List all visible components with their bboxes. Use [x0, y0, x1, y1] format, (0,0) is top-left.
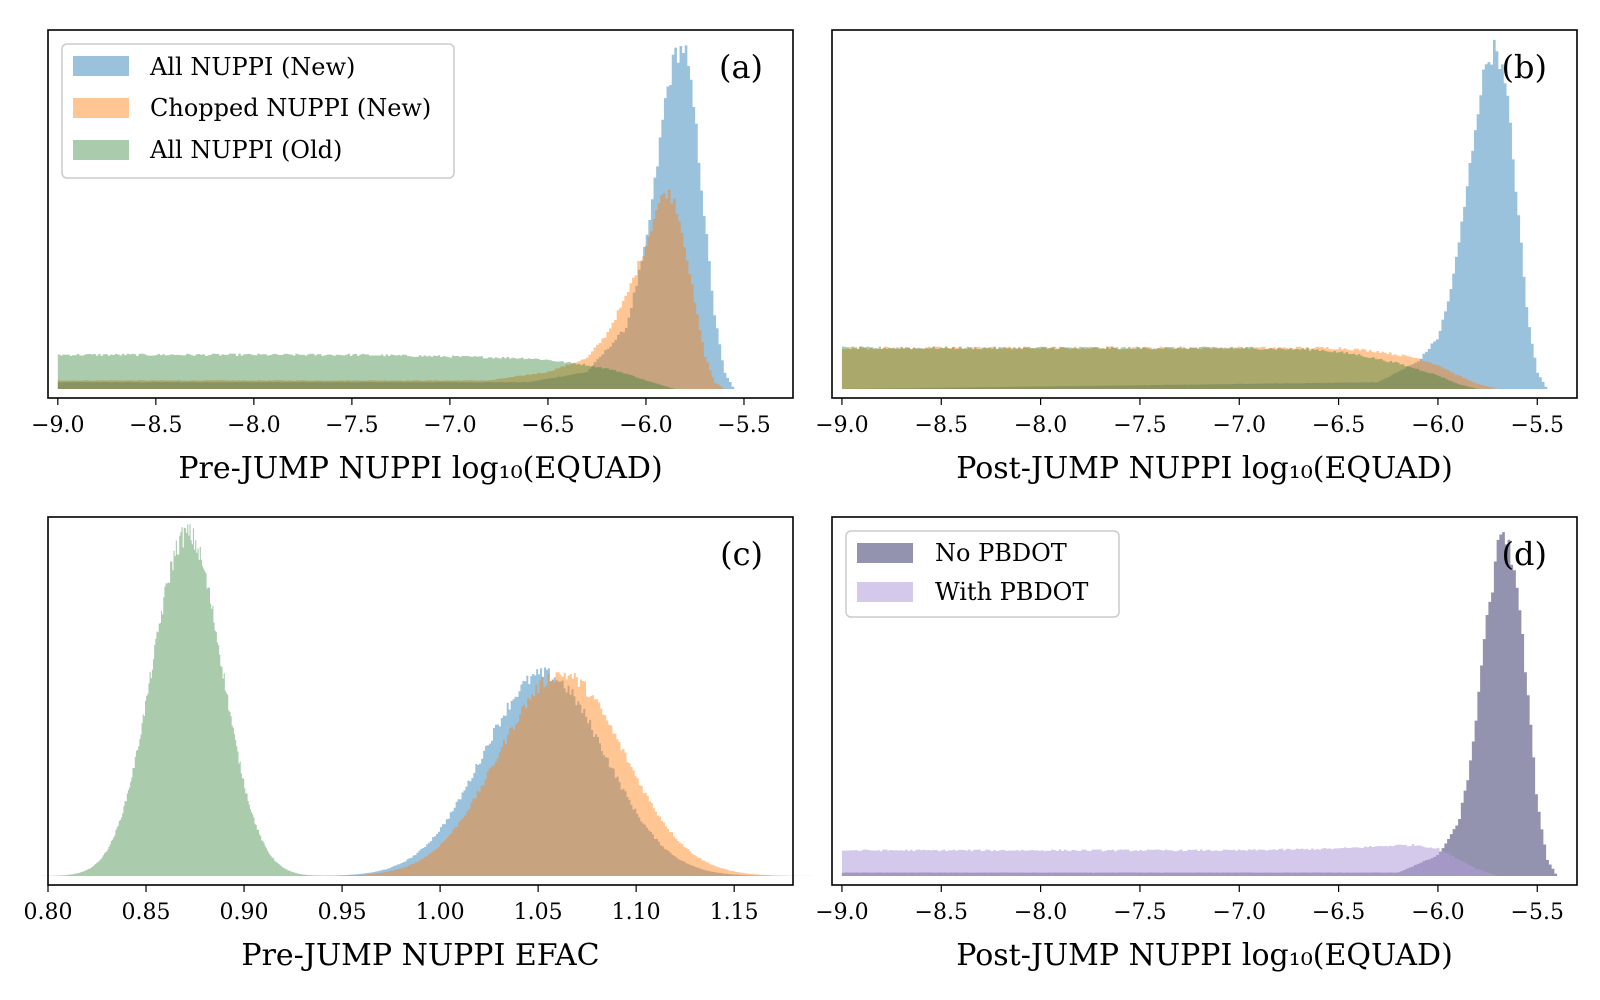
panel-c-frame [47, 516, 794, 886]
panel-c-histogram-chopped-nuppi-new [298, 672, 826, 876]
panel-d-histogram-no-pbdot [841, 532, 1558, 876]
panel-c-x-tick-label: 0.85 [122, 900, 171, 925]
panel-b-x-tick-label: −7.0 [1213, 413, 1266, 438]
panel-b-x-tick-label: −6.5 [1312, 413, 1365, 438]
panel-a-legend: All NUPPI (New) Chopped NUPPI (New) All … [61, 43, 455, 179]
panel-d-frame [831, 516, 1578, 886]
panel-c-x-tick-label: 0.95 [318, 900, 367, 925]
panel-a-x-tick-label: −6.5 [521, 413, 574, 438]
panel-a-x-ticks: −9.0 −8.5 −8.0 −7.5 −7.0 −6.5 −6.0 −5.5 [31, 398, 771, 438]
panel-d-tag: (d) [1502, 535, 1547, 573]
panel-d-x-tick-label: −7.5 [1113, 900, 1166, 925]
panel-d-x-tick-label: −9.0 [815, 900, 868, 925]
panel-c-tag: (c) [720, 535, 763, 573]
panel-d-x-ticks: −9.0 −8.5 −8.0 −7.5 −7.0 −6.5 −6.0 −5.5 [815, 885, 1564, 925]
panel-d-series [841, 532, 1558, 876]
panel-a-x-tick-label: −9.0 [31, 413, 84, 438]
panel-d-x-tick-label: −8.0 [1014, 900, 1067, 925]
panel-c-series [38, 524, 826, 876]
panel-c-x-tick-label: 1.15 [710, 900, 759, 925]
panel-b-x-ticks: −9.0 −8.5 −8.0 −7.5 −7.0 −6.5 −6.0 −5.5 [815, 398, 1564, 438]
panel-a-histogram-all-nuppi-new [57, 45, 735, 390]
panel-a: −9.0 −8.5 −8.0 −7.5 −7.0 −6.5 −6.0 −5.5 Pre-JUM… [31, 29, 794, 486]
panel-b-tag: (b) [1502, 48, 1547, 86]
panel-c-x-tick-label: 0.80 [24, 900, 73, 925]
legend-swatch-no-pbdot [857, 543, 913, 563]
panel-c-x-tick-label: 1.05 [514, 900, 563, 925]
legend-label-with-pbdot: With PBDOT [935, 578, 1088, 606]
panel-d-x-axis-label: Post-JUMP NUPPI log₁₀(EQUAD) [956, 938, 1453, 973]
panel-a-x-tick-label: −6.0 [619, 413, 672, 438]
panel-b-histogram-chopped-nuppi-new [841, 346, 1498, 389]
panel-b-x-tick-label: −9.0 [815, 413, 868, 438]
panel-a-x-tick-label: −8.0 [227, 413, 280, 438]
panel-d-legend-box [845, 530, 1120, 618]
panel-a-legend-box [61, 43, 455, 179]
legend-swatch-with-pbdot [857, 582, 913, 602]
panel-c-x-tick-label: 1.00 [416, 900, 465, 925]
panel-b-x-tick-label: −6.0 [1411, 413, 1464, 438]
panel-a-x-tick-label: −5.5 [717, 413, 770, 438]
panel-d-x-tick-label: −5.5 [1511, 900, 1564, 925]
panel-a-series [57, 45, 735, 390]
panel-c-x-tick-label: 1.10 [612, 900, 661, 925]
panel-a-tag: (a) [719, 48, 763, 86]
panel-a-x-tick-label: −7.0 [423, 413, 476, 438]
legend-label-no-pbdot: No PBDOT [935, 539, 1067, 567]
panel-a-frame [47, 29, 794, 399]
legend-swatch-all-nuppi-old [73, 140, 129, 160]
legend-swatch-chopped-nuppi-new [73, 98, 129, 118]
legend-swatch-all-nuppi-new [73, 56, 129, 76]
panel-c: 0.80 0.85 0.90 0.95 1.00 1.05 1.10 1.15 Pre-JUM… [24, 516, 826, 973]
panel-a-x-tick-label: −7.5 [325, 413, 378, 438]
panel-b-frame [831, 29, 1578, 399]
panel-d: −9.0 −8.5 −8.0 −7.5 −7.0 −6.5 −6.0 −5.5 Post-JU… [815, 516, 1578, 973]
panel-b-x-tick-label: −8.0 [1014, 413, 1067, 438]
panel-a-x-axis-label: Pre-JUMP NUPPI log₁₀(EQUAD) [178, 451, 662, 486]
panel-b: −9.0 −8.5 −8.0 −7.5 −7.0 −6.5 −6.0 −5.5 Post-JU… [815, 29, 1578, 486]
legend-label-all-nuppi-old: All NUPPI (Old) [149, 136, 342, 164]
panel-d-x-tick-label: −6.5 [1312, 900, 1365, 925]
panel-a-histogram-all-nuppi-old [57, 353, 676, 389]
legend-label-chopped-nuppi-new: Chopped NUPPI (New) [150, 94, 431, 122]
panel-b-x-tick-label: −5.5 [1511, 413, 1564, 438]
panel-d-x-tick-label: −8.5 [915, 900, 968, 925]
panel-d-legend: No PBDOT With PBDOT [845, 530, 1120, 618]
panel-c-x-ticks: 0.80 0.85 0.90 0.95 1.00 1.05 1.10 1.15 [24, 885, 759, 925]
panel-c-x-axis-label: Pre-JUMP NUPPI EFAC [241, 938, 599, 973]
panel-b-series [841, 39, 1548, 390]
panel-c-x-tick-label: 0.90 [220, 900, 269, 925]
panel-d-x-tick-label: −6.0 [1411, 900, 1464, 925]
panel-b-x-axis-label: Post-JUMP NUPPI log₁₀(EQUAD) [956, 451, 1453, 486]
panel-d-histogram-with-pbdot [841, 844, 1498, 876]
panel-c-histogram-all-nuppi-new [288, 667, 800, 876]
panel-d-x-tick-label: −7.0 [1213, 900, 1266, 925]
panel-b-x-tick-label: −7.5 [1113, 413, 1166, 438]
panel-b-histogram-all-nuppi-old [841, 346, 1478, 389]
panel-b-histogram-all-nuppi-new [841, 39, 1548, 390]
legend-label-all-nuppi-new: All NUPPI (New) [149, 53, 355, 81]
panel-a-histogram-chopped-nuppi-new [57, 189, 725, 389]
panel-c-histogram-all-nuppi-old [38, 524, 336, 876]
panel-a-x-tick-label: −8.5 [129, 413, 182, 438]
panel-b-x-tick-label: −8.5 [915, 413, 968, 438]
